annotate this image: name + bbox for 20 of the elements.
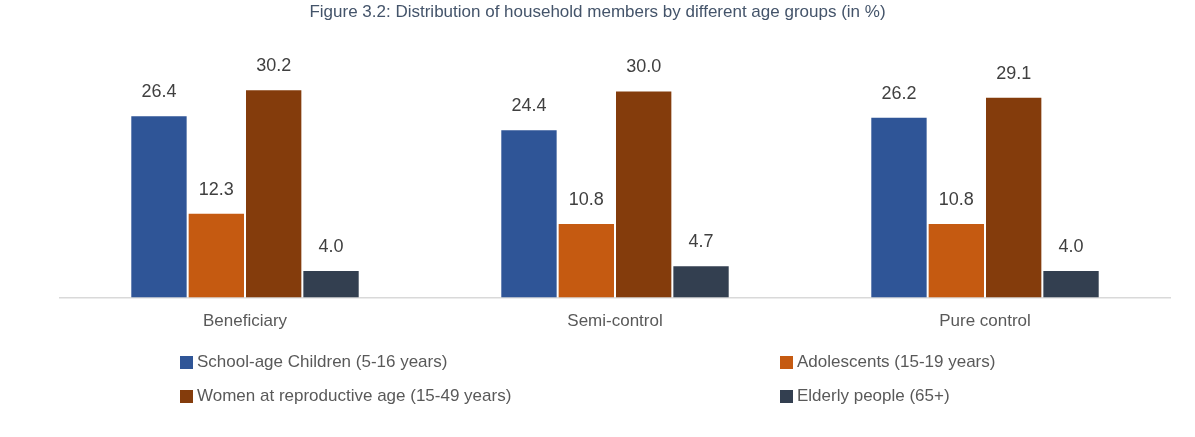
legend-label: School-age Children (5-16 years): [197, 352, 448, 372]
chart-title: Figure 3.2: Distribution of household members by different age groups (in %): [308, 1, 887, 23]
x-tick-label: Beneficiary: [202, 311, 288, 331]
legend-label: Elderly people (65+): [797, 386, 950, 406]
data-label: 24.4: [511, 95, 547, 116]
data-label: 10.8: [568, 189, 604, 210]
data-label: 4.7: [688, 231, 714, 252]
legend-label: Adolescents (15-19 years): [797, 352, 996, 372]
data-label: 30.0: [626, 56, 662, 77]
data-label: 4.0: [318, 235, 344, 256]
data-label: 30.2: [256, 55, 292, 76]
data-label: 4.0: [1058, 235, 1084, 256]
legend-label: Women at reproductive age (15-49 years): [197, 386, 512, 406]
data-label: 12.3: [198, 178, 234, 199]
data-label: 29.1: [996, 62, 1032, 83]
data-label: 26.4: [141, 81, 177, 102]
data-label: 10.8: [938, 189, 974, 210]
x-tick-label: Pure control: [939, 311, 1031, 331]
data-label: 26.2: [881, 82, 917, 103]
x-tick-label: Semi-control: [567, 311, 663, 331]
